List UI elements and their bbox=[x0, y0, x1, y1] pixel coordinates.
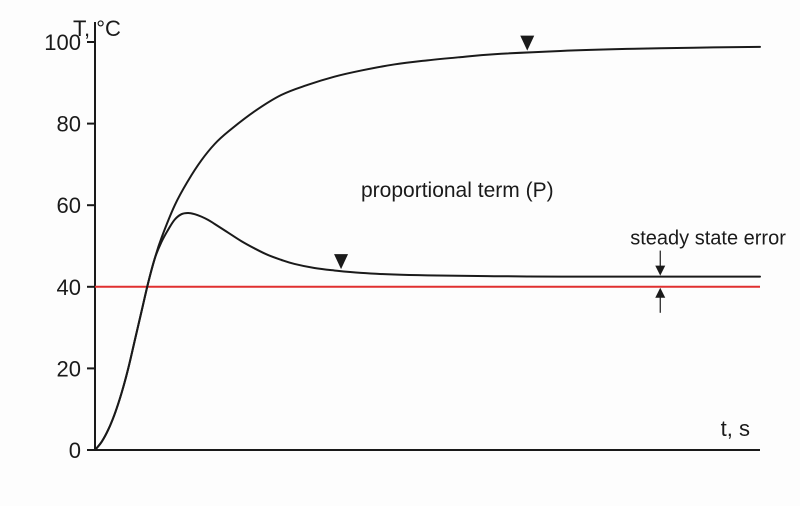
annotation-proportional-label: proportional term (P) bbox=[361, 179, 554, 202]
y-tick-label: 40 bbox=[57, 275, 81, 300]
y-tick-label: 60 bbox=[57, 193, 81, 218]
sse-arrows bbox=[655, 251, 665, 313]
annotation-proportional: proportional term (P) bbox=[334, 179, 554, 269]
arrow-down-icon bbox=[655, 266, 665, 276]
y-tick-label: 0 bbox=[69, 438, 81, 463]
annotation-sse-label: steady state error bbox=[630, 228, 786, 250]
control-response-chart: 020406080100 T, °C t, s no regulation te… bbox=[0, 0, 800, 506]
arrow-down-icon bbox=[520, 36, 534, 51]
annotation-no-regulation: no regulation terms bbox=[457, 0, 637, 51]
y-axis-label: T, °C bbox=[73, 16, 121, 41]
y-ticks: 020406080100 bbox=[44, 30, 95, 463]
arrow-down-icon bbox=[334, 254, 348, 269]
arrow-up-icon bbox=[655, 288, 665, 298]
y-tick-label: 80 bbox=[57, 112, 81, 137]
annotation-steady-state-error: steady state error bbox=[630, 228, 786, 313]
y-tick-label: 20 bbox=[57, 356, 81, 381]
x-axis-label: t, s bbox=[721, 416, 750, 441]
